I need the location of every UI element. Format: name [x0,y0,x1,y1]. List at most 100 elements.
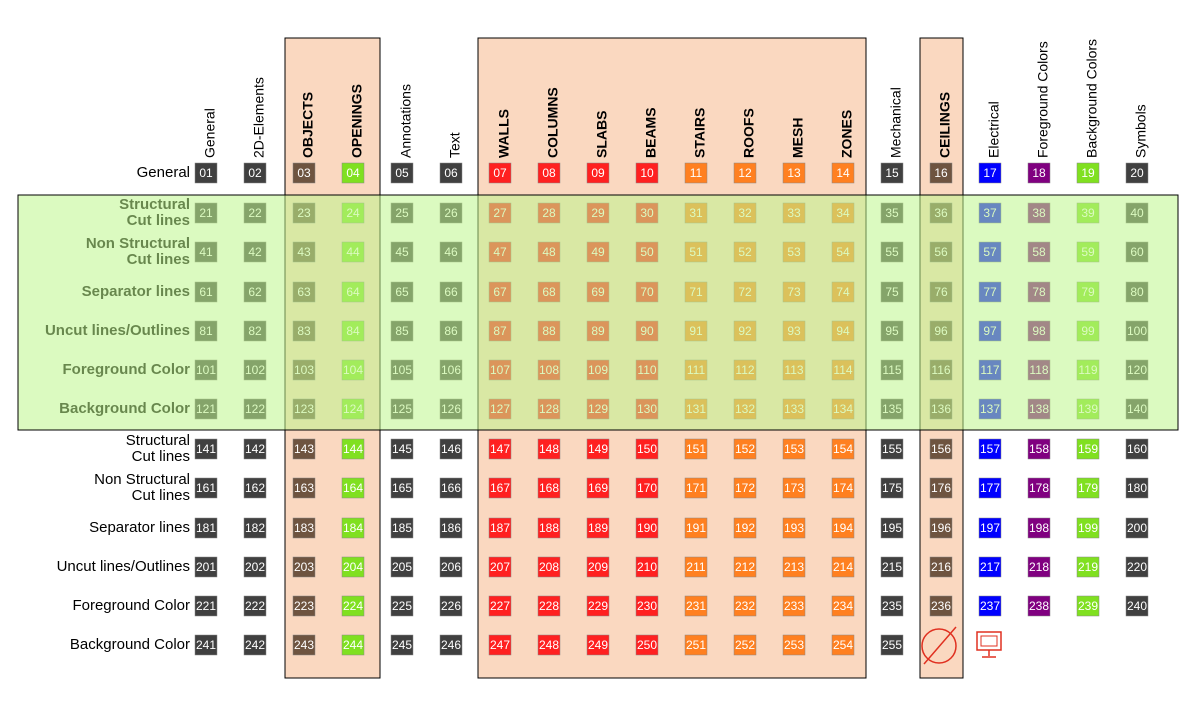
monitor-icon [976,631,1002,658]
swatch: 185 [390,517,414,539]
swatch-number: 247 [490,638,510,652]
swatch-number: 251 [686,638,706,652]
swatch-number: 06 [444,166,458,180]
swatch-box [586,517,610,539]
swatch: 151 [684,438,708,460]
swatch: 173 [782,477,806,499]
swatch-number: 20 [1130,166,1144,180]
swatch-box [488,438,512,460]
swatch-box [635,517,659,539]
swatch-box [488,556,512,578]
swatch-box [439,634,463,656]
swatch: 205 [390,556,414,578]
circle [921,628,957,664]
swatch-number: 185 [392,521,412,535]
swatch: 249 [586,634,610,656]
swatch-number: 206 [441,560,461,574]
swatch-number: 173 [784,481,804,495]
swatch-number: 149 [588,442,608,456]
swatch-box [1076,477,1100,499]
swatch: 178 [1027,477,1051,499]
swatch-number: 176 [931,481,951,495]
swatch-box [684,556,708,578]
swatch-number: 203 [294,560,314,574]
swatch: 191 [684,517,708,539]
swatch: 234 [831,595,855,617]
swatch-number: 224 [343,599,363,613]
swatch-box [831,517,855,539]
swatch: 236 [929,595,953,617]
column-header: Annotations [398,84,414,158]
swatch: 251 [684,634,708,656]
swatch: 161 [194,477,218,499]
swatch-box [1027,556,1051,578]
swatch: 146 [439,438,463,460]
swatch: 232 [733,595,757,617]
row-label: Uncut lines/Outlines [57,558,190,575]
swatch-number: 238 [1029,599,1049,613]
swatch-number: 215 [882,560,902,574]
row-label: Non Structural [94,471,190,488]
swatch-number: 09 [591,166,605,180]
swatch-box [537,556,561,578]
swatch: 18 [1027,162,1051,184]
swatch-box [439,162,463,184]
row-label: Separator lines [89,519,190,536]
swatch-number: 156 [931,442,951,456]
column-header: STAIRS [692,108,708,158]
swatch: 255 [880,634,904,656]
swatch-box [1076,162,1100,184]
swatch-number: 217 [980,560,1000,574]
swatch: 183 [292,517,316,539]
swatch: 204 [341,556,365,578]
swatch-box [292,634,316,656]
row-label: Background Color [70,636,190,653]
swatch-box [880,634,904,656]
swatch-number: 161 [196,481,216,495]
swatch-box [341,517,365,539]
swatch-box [292,556,316,578]
swatch-box [831,595,855,617]
swatch-box [243,595,267,617]
swatch-box [537,438,561,460]
swatch-number: 194 [833,521,853,535]
swatch-number: 218 [1029,560,1049,574]
swatch: 177 [978,477,1002,499]
swatch: 142 [243,438,267,460]
swatch-number: 184 [343,521,363,535]
swatch: 07 [488,162,512,184]
swatch-box [1125,438,1149,460]
swatch-box [488,634,512,656]
column-header: Mechanical [888,87,904,158]
swatch: 238 [1027,595,1051,617]
swatch-number: 211 [686,560,705,574]
swatch: 207 [488,556,512,578]
swatch-number: 230 [637,599,657,613]
swatch: 169 [586,477,610,499]
swatch-box [733,477,757,499]
swatch-number: 153 [784,442,804,456]
swatch: 192 [733,517,757,539]
swatch-number: 08 [542,166,556,180]
swatch-box [292,162,316,184]
swatch: 190 [635,517,659,539]
swatch-box [929,595,953,617]
swatch-box [537,477,561,499]
swatch-number: 219 [1078,560,1098,574]
swatch-number: 158 [1029,442,1049,456]
swatch: 231 [684,595,708,617]
swatch: 212 [733,556,757,578]
swatch-box [341,595,365,617]
swatch: 197 [978,517,1002,539]
swatch-number: 174 [833,481,853,495]
swatch: 223 [292,595,316,617]
none-icon [921,626,957,665]
swatch-box [194,595,218,617]
swatch-box [439,438,463,460]
swatch-box [488,162,512,184]
swatch: 214 [831,556,855,578]
swatch-box [243,162,267,184]
column-header: CEILINGS [937,92,953,158]
